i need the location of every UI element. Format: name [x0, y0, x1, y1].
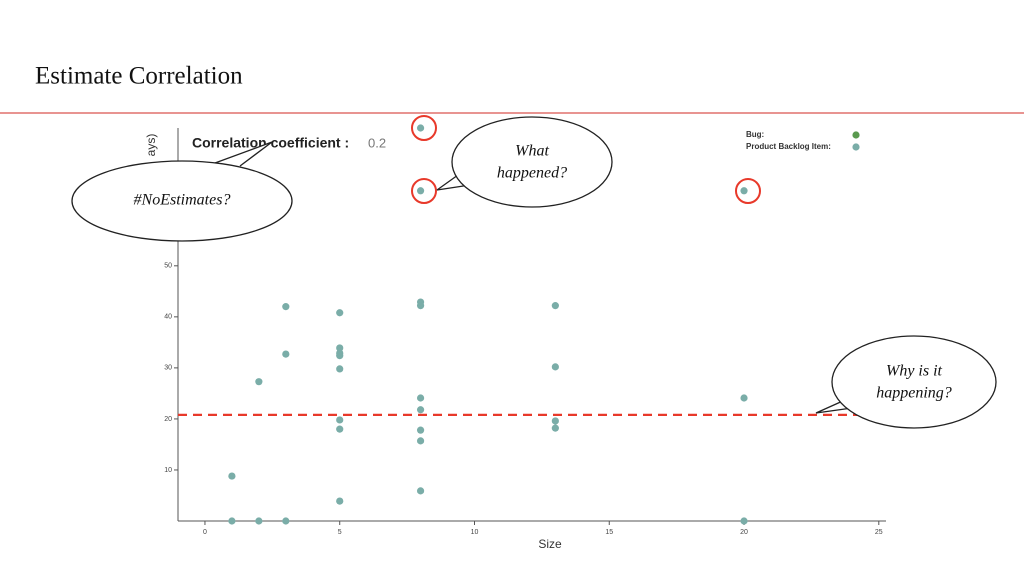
- point: [255, 517, 263, 525]
- callout-text: Why is it: [886, 363, 943, 380]
- x-axis-label: Size: [538, 537, 562, 551]
- y-tick-label: 20: [164, 416, 172, 423]
- point: [336, 365, 344, 373]
- x-tick-label: 5: [338, 529, 342, 536]
- x-tick-label: 15: [605, 529, 613, 536]
- point: [282, 303, 290, 311]
- point: [416, 406, 425, 414]
- point: [740, 394, 748, 402]
- point: [551, 363, 559, 371]
- legend-label: Bug:: [746, 130, 764, 139]
- point: [336, 416, 344, 424]
- point: [551, 302, 559, 310]
- y-axis-label: ays): [144, 134, 158, 157]
- point: [228, 472, 236, 480]
- callout-tail: [214, 141, 273, 167]
- point: [740, 187, 748, 195]
- callout-text: #NoEstimates?: [134, 192, 231, 209]
- point: [416, 124, 425, 132]
- callout-shapes: [71, 116, 997, 429]
- point: [551, 424, 559, 432]
- highlight-circle: [411, 178, 437, 204]
- point: [551, 417, 559, 425]
- point: [336, 352, 344, 360]
- x-tick-label: 20: [740, 529, 748, 536]
- y-tick-label: 30: [164, 365, 172, 372]
- callout-text: happened?: [497, 165, 567, 182]
- legend-marker: [852, 143, 860, 151]
- point: [282, 350, 290, 358]
- legend-marker: [852, 131, 860, 139]
- point: [416, 426, 425, 434]
- callout-bubble: [71, 160, 293, 242]
- callout-bubble: [831, 335, 997, 429]
- point: [255, 378, 263, 386]
- highlights: [411, 115, 761, 204]
- legend-label: Product Backlog Item:: [746, 142, 831, 151]
- point: [740, 517, 748, 525]
- callout-bubble: [451, 116, 613, 208]
- point: [416, 437, 425, 445]
- y-tick-label: 40: [164, 314, 172, 321]
- callout-text: What: [515, 143, 549, 160]
- point: [416, 302, 425, 310]
- x-tick-label: 10: [471, 529, 479, 536]
- point: [336, 425, 344, 433]
- point: [228, 517, 236, 525]
- point: [416, 187, 425, 195]
- highlight-circle: [735, 178, 761, 204]
- point: [416, 487, 425, 495]
- point: [282, 517, 290, 525]
- y-tick-label: 50: [164, 263, 172, 270]
- x-tick-label: 0: [203, 529, 207, 536]
- y-tick-label: 10: [164, 467, 172, 474]
- highlight-circle: [411, 115, 437, 141]
- point: [336, 309, 344, 317]
- coefficient: 0.2: [368, 135, 386, 150]
- x-tick-label: 25: [875, 529, 883, 536]
- point: [336, 344, 344, 352]
- slide-title: Estimate Correlation: [35, 63, 243, 90]
- point: [336, 497, 344, 505]
- callout-text: happening?: [876, 385, 952, 402]
- point: [416, 394, 425, 402]
